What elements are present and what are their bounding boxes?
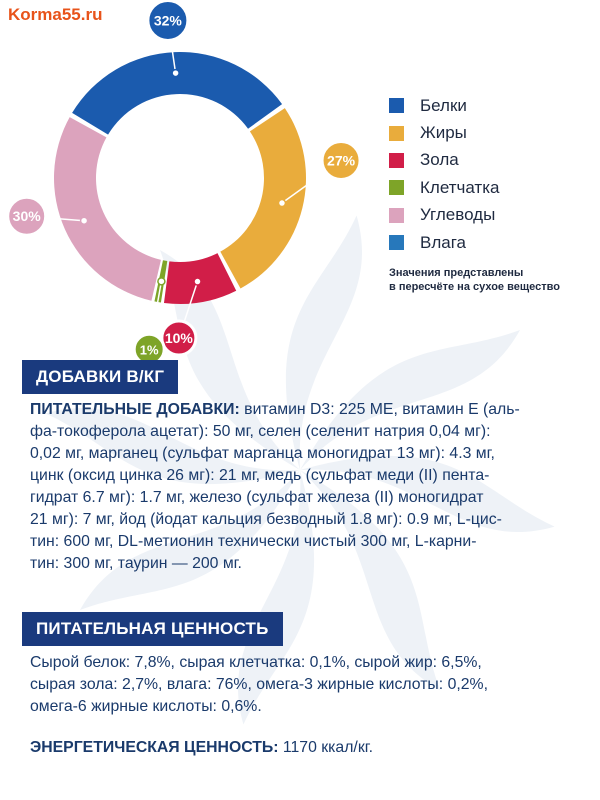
swirl-petal <box>285 215 362 470</box>
additives-line-4: цинк (оксид цинка 26 мг): 21 мг, медь (с… <box>30 467 490 484</box>
bubble-carbs <box>6 195 48 237</box>
additives-line-6: 21 мг): 7 мг, йод (йодат кальция безводн… <box>30 511 502 528</box>
additives-line-8: тин: 300 мг, таурин — 200 мг. <box>30 555 242 572</box>
legend-item-ash: Зола <box>389 147 589 174</box>
legend-swatch-fat <box>389 125 404 141</box>
legend-note-line-2: в пересчёте на сухое вещество <box>389 281 560 294</box>
site-label: Korma55.ru <box>0 0 111 30</box>
slice-fat <box>220 108 306 289</box>
legend-note-line-1: Значения представлены <box>389 267 524 280</box>
legend-label-protein: Белки <box>420 95 467 115</box>
legend-swatch-protein <box>389 98 404 114</box>
nutrition-text: Сырой белок: 7,8%, сырая клетчатка: 0,1%… <box>30 652 585 718</box>
swirl-petal <box>300 455 555 532</box>
nutrition-heading: ПИТАТЕЛЬНАЯ ЦЕННОСТЬ <box>22 612 283 646</box>
slice-carbs <box>54 117 161 301</box>
label-ash: 10% <box>165 330 194 346</box>
legend-item-fat: Жиры <box>389 119 589 146</box>
leader-dot-fiber <box>157 277 166 286</box>
swirl-petal <box>300 470 440 690</box>
nutrition-line-3: омега-6 жирные кислоты: 0,6%. <box>30 698 262 715</box>
legend-swatch-ash <box>389 152 404 168</box>
additives-lead: ПИТАТЕЛЬНЫЕ ДОБАВКИ: <box>30 401 240 418</box>
energy-label: ЭНЕРГЕТИЧЕСКАЯ ЦЕННОСТЬ: <box>30 739 279 756</box>
additives-line-7: тин: 600 мг, DL-метионин технически чист… <box>30 533 477 550</box>
legend-item-carbs: Углеводы <box>389 202 589 229</box>
energy-line: ЭНЕРГЕТИЧЕСКАЯ ЦЕННОСТЬ: 1170 ккал/кг. <box>30 737 585 759</box>
swirl-petal <box>238 470 315 725</box>
chart-legend: Белки Жиры Зола Клетчатка Углеводы Влага Знач… <box>389 92 589 294</box>
additives-line-1: ПИТАТЕЛЬНЫЕ ДОБАВКИ: витамин D3: 225 МЕ,… <box>30 401 520 418</box>
nutrition-line-2: сырая зола: 2,7%, влага: 76%, омега-3 жи… <box>30 676 488 693</box>
legend-item-protein: Белки <box>389 92 589 119</box>
slice-protein <box>72 52 283 135</box>
leader-dot-ash <box>193 277 202 286</box>
bubble-fat <box>320 140 362 182</box>
swirl-petal <box>45 408 300 485</box>
label-fat: 27% <box>327 153 356 169</box>
legend-label-moisture: Влага <box>420 232 466 252</box>
label-fiber: 1% <box>140 342 159 357</box>
legend-item-fiber: Клетчатка <box>389 174 589 201</box>
additives-line-2: фа-токоферола ацетат): 50 мг, селен (сел… <box>30 423 491 440</box>
label-carbs: 30% <box>13 208 42 224</box>
swirl-petal <box>300 330 520 470</box>
swirl-petal <box>80 470 300 610</box>
legend-note: Значения представлены в пересчёте на сух… <box>389 266 589 294</box>
energy-value: 1170 ккал/кг. <box>278 739 373 756</box>
bubble-ash <box>160 319 198 357</box>
additives-line-3: 0,02 мг, марганец (сульфат марганца моно… <box>30 445 495 462</box>
legend-item-moisture: Влага <box>389 229 589 256</box>
leader-dot-protein <box>171 68 180 78</box>
leader-dot-fat <box>277 198 287 208</box>
additives-heading: ДОБАВКИ В/КГ <box>22 360 179 394</box>
legend-swatch-carbs <box>389 207 404 223</box>
additives-text: ПИТАТЕЛЬНЫЕ ДОБАВКИ: витамин D3: 225 МЕ,… <box>30 399 585 575</box>
nutrition-line-1: Сырой белок: 7,8%, сырая клетчатка: 0,1%… <box>30 654 482 671</box>
bubble-protein <box>146 0 190 42</box>
legend-swatch-fiber <box>389 180 404 196</box>
legend-label-carbs: Углеводы <box>420 205 496 225</box>
bubble-fiber <box>132 332 166 360</box>
swirl-petal <box>160 250 300 470</box>
legend-swatch-moisture <box>389 235 404 251</box>
legend-label-fat: Жиры <box>420 123 467 143</box>
label-protein: 32% <box>154 12 183 28</box>
additives-line-5: гидрат 6.7 мг): 1.7 мг, железо (сульфат … <box>30 489 484 506</box>
legend-label-fiber: Клетчатка <box>420 177 500 197</box>
legend-label-ash: Зола <box>420 150 459 170</box>
donut-chart: 32% 27% 10% 1% 30% <box>6 0 362 360</box>
leader-dot-carbs <box>79 216 89 225</box>
